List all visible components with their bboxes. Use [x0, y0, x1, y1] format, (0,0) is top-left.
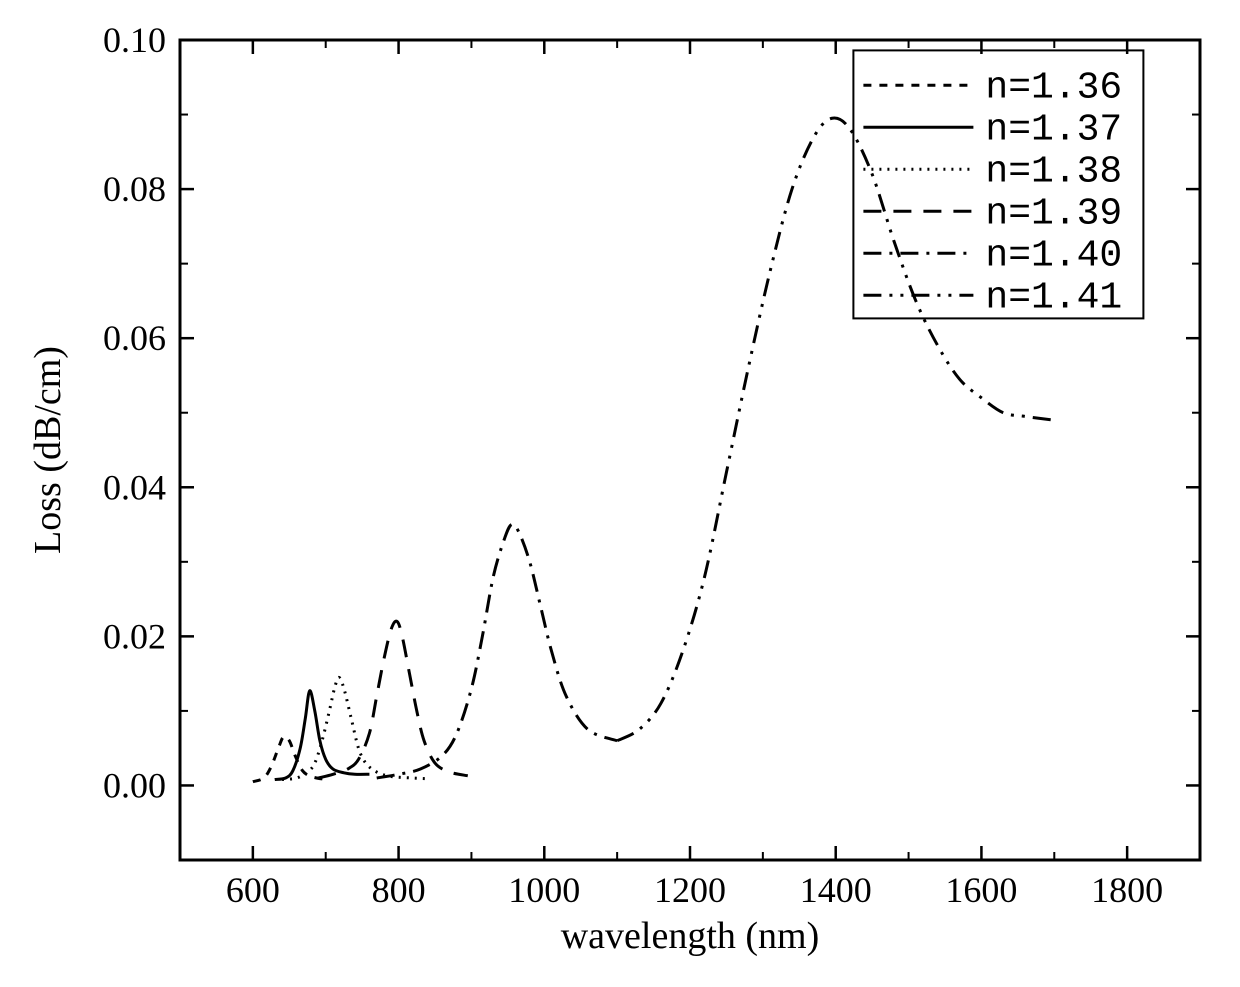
svg-text:Loss (dB/cm): Loss (dB/cm)	[27, 346, 69, 554]
svg-text:n=1.39: n=1.39	[985, 192, 1122, 235]
svg-text:0.10: 0.10	[103, 20, 166, 60]
svg-text:1600: 1600	[945, 870, 1017, 910]
svg-text:0.00: 0.00	[103, 765, 166, 805]
svg-text:0.08: 0.08	[103, 169, 166, 209]
svg-text:800: 800	[372, 870, 426, 910]
svg-text:1400: 1400	[800, 870, 872, 910]
svg-text:n=1.38: n=1.38	[985, 150, 1122, 193]
svg-text:0.04: 0.04	[103, 467, 166, 507]
svg-text:n=1.36: n=1.36	[985, 66, 1122, 109]
svg-text:n=1.41: n=1.41	[985, 276, 1122, 319]
svg-text:0.02: 0.02	[103, 616, 166, 656]
svg-text:1200: 1200	[654, 870, 726, 910]
svg-text:1000: 1000	[508, 870, 580, 910]
loss-vs-wavelength-chart: 600 800 1000 1200 1400 1600 1800 0.00 0.02 0.04 0.…	[0, 0, 1240, 987]
svg-text:n=1.40: n=1.40	[985, 234, 1122, 277]
chart-svg: 600 800 1000 1200 1400 1600 1800 0.00 0.02 0.04 0.…	[0, 0, 1240, 987]
svg-text:0.06: 0.06	[103, 318, 166, 358]
svg-text:1800: 1800	[1091, 870, 1163, 910]
svg-text:n=1.37: n=1.37	[985, 108, 1122, 151]
svg-text:600: 600	[226, 870, 280, 910]
svg-text:wavelength (nm): wavelength (nm)	[561, 915, 820, 957]
